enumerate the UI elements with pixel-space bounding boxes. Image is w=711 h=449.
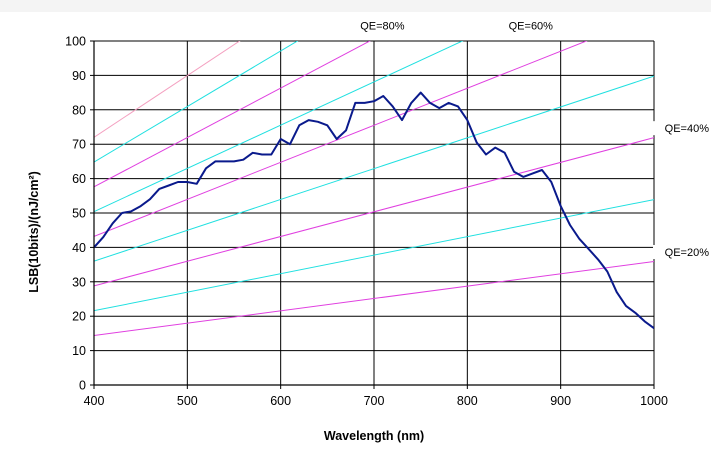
y-tick-label: 40 xyxy=(72,241,86,255)
qe-line xyxy=(94,137,654,287)
x-axis-label: Wavelength (nm) xyxy=(324,429,424,443)
qe-annotations: QE=80% QE=60% QE=40% QE=20% xyxy=(354,18,710,259)
qe-reference-lines xyxy=(94,41,654,336)
qe-line xyxy=(94,41,241,138)
response-series-layer xyxy=(94,91,654,330)
y-tick-label: 90 xyxy=(72,69,86,83)
qe-line xyxy=(94,41,371,188)
qe-annotation: QE=60% xyxy=(509,21,554,33)
qe-line xyxy=(94,199,654,312)
y-tick-label: 100 xyxy=(65,35,86,49)
qe-annotation-bg xyxy=(653,245,709,259)
qe-line xyxy=(94,41,299,163)
x-tick-label: 500 xyxy=(177,394,198,408)
y-tick-label: 0 xyxy=(79,379,86,393)
response-series-line xyxy=(94,91,654,330)
top-strip xyxy=(0,0,711,12)
y-tick-label: 10 xyxy=(72,344,86,358)
y-axis-label: LSB(10bits)/(nJ/cm²) xyxy=(27,171,41,293)
qe-annotation-bg xyxy=(653,121,709,136)
x-tick-label: 700 xyxy=(364,394,385,408)
qe-annotation-bg xyxy=(502,18,559,33)
qe-line xyxy=(94,41,588,237)
qe-annotation: QE=20% xyxy=(665,247,710,259)
y-tick-label: 60 xyxy=(72,172,86,186)
x-tick-label: 1000 xyxy=(640,394,668,408)
tick-labels: 0 10 20 30 40 50 60 70 80 90 100 400 500 600 700 800 900… xyxy=(65,35,668,409)
qe-line xyxy=(94,41,464,213)
y-tick-label: 20 xyxy=(72,310,86,324)
qe-line xyxy=(94,261,654,336)
x-tick-label: 900 xyxy=(550,394,571,408)
y-tick-label: 70 xyxy=(72,138,86,152)
qe-annotation: QE=80% xyxy=(360,21,405,33)
qe-annotation: QE=40% xyxy=(665,123,710,135)
axes xyxy=(90,40,655,389)
x-tick-label: 600 xyxy=(270,394,291,408)
x-tick-label: 400 xyxy=(84,394,105,408)
y-tick-label: 30 xyxy=(72,275,86,289)
qe-line xyxy=(94,75,654,262)
y-tick-label: 50 xyxy=(72,207,86,221)
x-tick-label: 800 xyxy=(457,394,478,408)
qe-annotation-bg xyxy=(354,18,411,33)
y-tick-label: 80 xyxy=(72,103,86,117)
